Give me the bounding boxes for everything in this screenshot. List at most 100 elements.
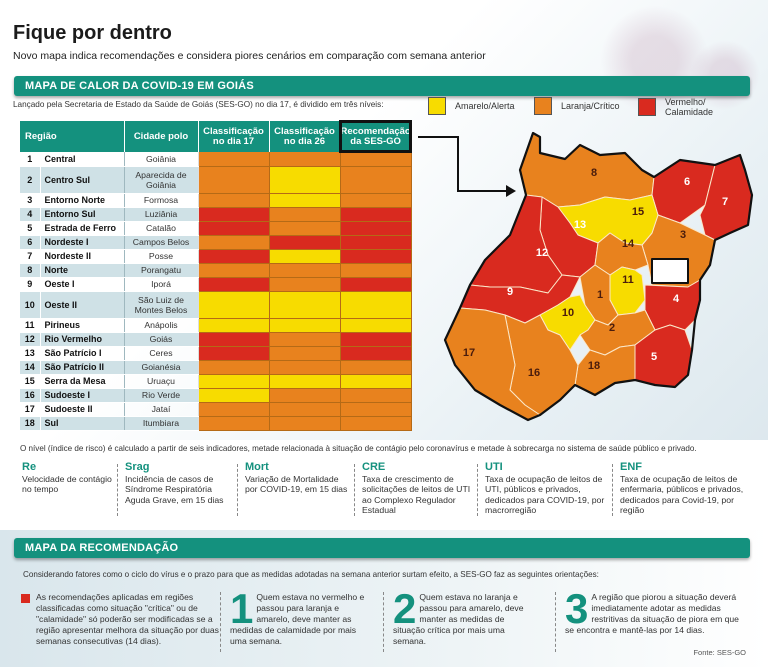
map-region-label: 13 bbox=[574, 219, 586, 231]
indicator-re: Re Velocidade de contágio no tempo bbox=[22, 462, 117, 495]
classification-day26-cell bbox=[269, 152, 341, 167]
table-row: 10 Oeste II São Luiz de Montes Belos bbox=[20, 291, 412, 319]
divider bbox=[220, 592, 221, 652]
map-region-label: 6 bbox=[684, 176, 690, 188]
classification-day17-cell bbox=[198, 249, 270, 264]
classification-day26-cell bbox=[269, 207, 341, 222]
section-recommendation-title: MAPA DA RECOMENDAÇÃO bbox=[14, 538, 750, 558]
header-region: Região bbox=[20, 121, 125, 152]
region-name: Estrada de Ferro bbox=[40, 221, 125, 236]
map-region-label: 11 bbox=[622, 274, 634, 286]
indicator-desc: Taxa de crescimento de solicitações de l… bbox=[362, 473, 471, 516]
recommendation-cell bbox=[340, 249, 412, 264]
region-number: 12 bbox=[20, 332, 41, 347]
region-name: Nordeste I bbox=[40, 235, 125, 250]
table-row: 1 Central Goiânia bbox=[20, 152, 412, 167]
map-region-label: 18 bbox=[588, 360, 600, 372]
region-name: Sul bbox=[40, 416, 125, 431]
classification-day17-cell bbox=[198, 332, 270, 347]
map-region-label: 5 bbox=[651, 351, 657, 363]
recommendation-cell bbox=[340, 166, 412, 194]
legend-item-yellow: Amarelo/Alerta bbox=[428, 97, 515, 115]
recommendation-note: As recomendações aplicadas em regiões cl… bbox=[36, 592, 219, 646]
polo-city: Rio Verde bbox=[124, 388, 199, 403]
table-row: 7 Nordeste II Posse bbox=[20, 249, 412, 264]
table-row: 9 Oeste I Iporá bbox=[20, 277, 412, 292]
legend-label: Amarelo/Alerta bbox=[455, 101, 515, 111]
indicator-desc: Incidência de casos de Síndrome Respirat… bbox=[125, 473, 224, 505]
classification-day26-cell bbox=[269, 416, 341, 431]
region-number: 15 bbox=[20, 374, 41, 389]
region-number: 1 bbox=[20, 152, 41, 167]
recommendation-cell bbox=[340, 374, 412, 389]
map-region-label: 8 bbox=[591, 167, 597, 179]
recommendation-cell bbox=[340, 346, 412, 361]
rule-number: 2 bbox=[393, 585, 417, 632]
header-day17: Classificação no dia 17 bbox=[198, 121, 270, 152]
classification-day26-cell bbox=[269, 360, 341, 375]
polo-city: Goianésia bbox=[124, 360, 199, 375]
polo-city: Goiânia bbox=[124, 152, 199, 167]
map-region-label: 14 bbox=[622, 238, 635, 250]
classification-day26-cell bbox=[269, 346, 341, 361]
region-number: 16 bbox=[20, 388, 41, 403]
indicator-mort: Mort Variação de Mortalidade por COVID-19… bbox=[245, 462, 350, 495]
classification-day17-cell bbox=[198, 235, 270, 250]
map-region-labels: 8 6 7 15 13 3 14 12 11 4 9 1 10 2 17 16 18 5 bbox=[463, 167, 728, 379]
rule-number: 3 bbox=[565, 585, 589, 632]
classification-day17-cell bbox=[198, 402, 270, 417]
map-region-label: 3 bbox=[680, 229, 686, 241]
divider bbox=[612, 464, 613, 516]
region-number: 5 bbox=[20, 221, 41, 236]
red-square-icon bbox=[21, 594, 30, 603]
polo-city: Catalão bbox=[124, 221, 199, 236]
table-row: 18 Sul Itumbiara bbox=[20, 416, 412, 431]
indicators-note: O nível (índice de risco) é calculado a … bbox=[20, 444, 697, 453]
classification-day17-cell bbox=[198, 388, 270, 403]
table-row: 12 Rio Vermelho Goiás bbox=[20, 332, 412, 347]
region-name: Centro Sul bbox=[40, 166, 125, 194]
indicator-key: Re bbox=[22, 461, 37, 473]
legend-item-orange: Laranja/Crítico bbox=[534, 97, 620, 115]
page-title: Fique por dentro bbox=[13, 22, 172, 44]
region-number: 10 bbox=[20, 291, 41, 319]
rule-text: Quem estava no laranja e passou para ama… bbox=[393, 592, 524, 646]
region-number: 2 bbox=[20, 166, 41, 194]
indicator-key: UTI bbox=[485, 461, 503, 473]
region-number: 7 bbox=[20, 249, 41, 264]
indicator-srag: Srag Incidência de casos de Síndrome Resp… bbox=[125, 462, 235, 505]
classification-day26-cell bbox=[269, 332, 341, 347]
classification-day17-cell bbox=[198, 221, 270, 236]
yellow-swatch bbox=[428, 97, 446, 115]
region-number: 3 bbox=[20, 193, 41, 208]
table-row: 3 Entorno Norte Formosa bbox=[20, 193, 412, 208]
table-row: 16 Sudoeste I Rio Verde bbox=[20, 388, 412, 403]
region-name: Oeste I bbox=[40, 277, 125, 292]
map-region-label: 4 bbox=[673, 293, 680, 305]
classification-day17-cell bbox=[198, 318, 270, 333]
rule-text: A região que piorou a situação deverá im… bbox=[565, 592, 739, 635]
classification-day17-cell bbox=[198, 360, 270, 375]
rule-text: Quem estava no vermelho e passou para la… bbox=[230, 592, 365, 646]
indicator-enf: ENF Taxa de ocupação de leitos de enferma… bbox=[620, 462, 750, 516]
classification-day17-cell bbox=[198, 416, 270, 431]
region-name: Sudoeste II bbox=[40, 402, 125, 417]
classification-day17-cell bbox=[198, 277, 270, 292]
polo-city: Goiás bbox=[124, 332, 199, 347]
legend-item-red: Vermelho/ Calamidade bbox=[638, 97, 715, 117]
rule-3: 3 A região que piorou a situação deverá … bbox=[565, 585, 745, 636]
classification-day17-cell bbox=[198, 193, 270, 208]
table-row: 14 São Patrício II Goianésia bbox=[20, 360, 412, 375]
classification-day17-cell bbox=[198, 374, 270, 389]
orange-swatch bbox=[534, 97, 552, 115]
polo-city: Formosa bbox=[124, 193, 199, 208]
indicator-desc: Taxa de ocupação de leitos de UTI, públi… bbox=[485, 473, 605, 516]
polo-city: São Luiz de Montes Belos bbox=[124, 291, 199, 319]
polo-city: Aparecida de Goiânia bbox=[124, 166, 199, 194]
recommendation-cell bbox=[340, 193, 412, 208]
region-number: 18 bbox=[20, 416, 41, 431]
region-name: Sudoeste I bbox=[40, 388, 125, 403]
table-row: 11 Pirineus Anápolis bbox=[20, 318, 412, 333]
rule-number: 1 bbox=[230, 585, 254, 632]
map-region-label: 7 bbox=[722, 196, 728, 208]
